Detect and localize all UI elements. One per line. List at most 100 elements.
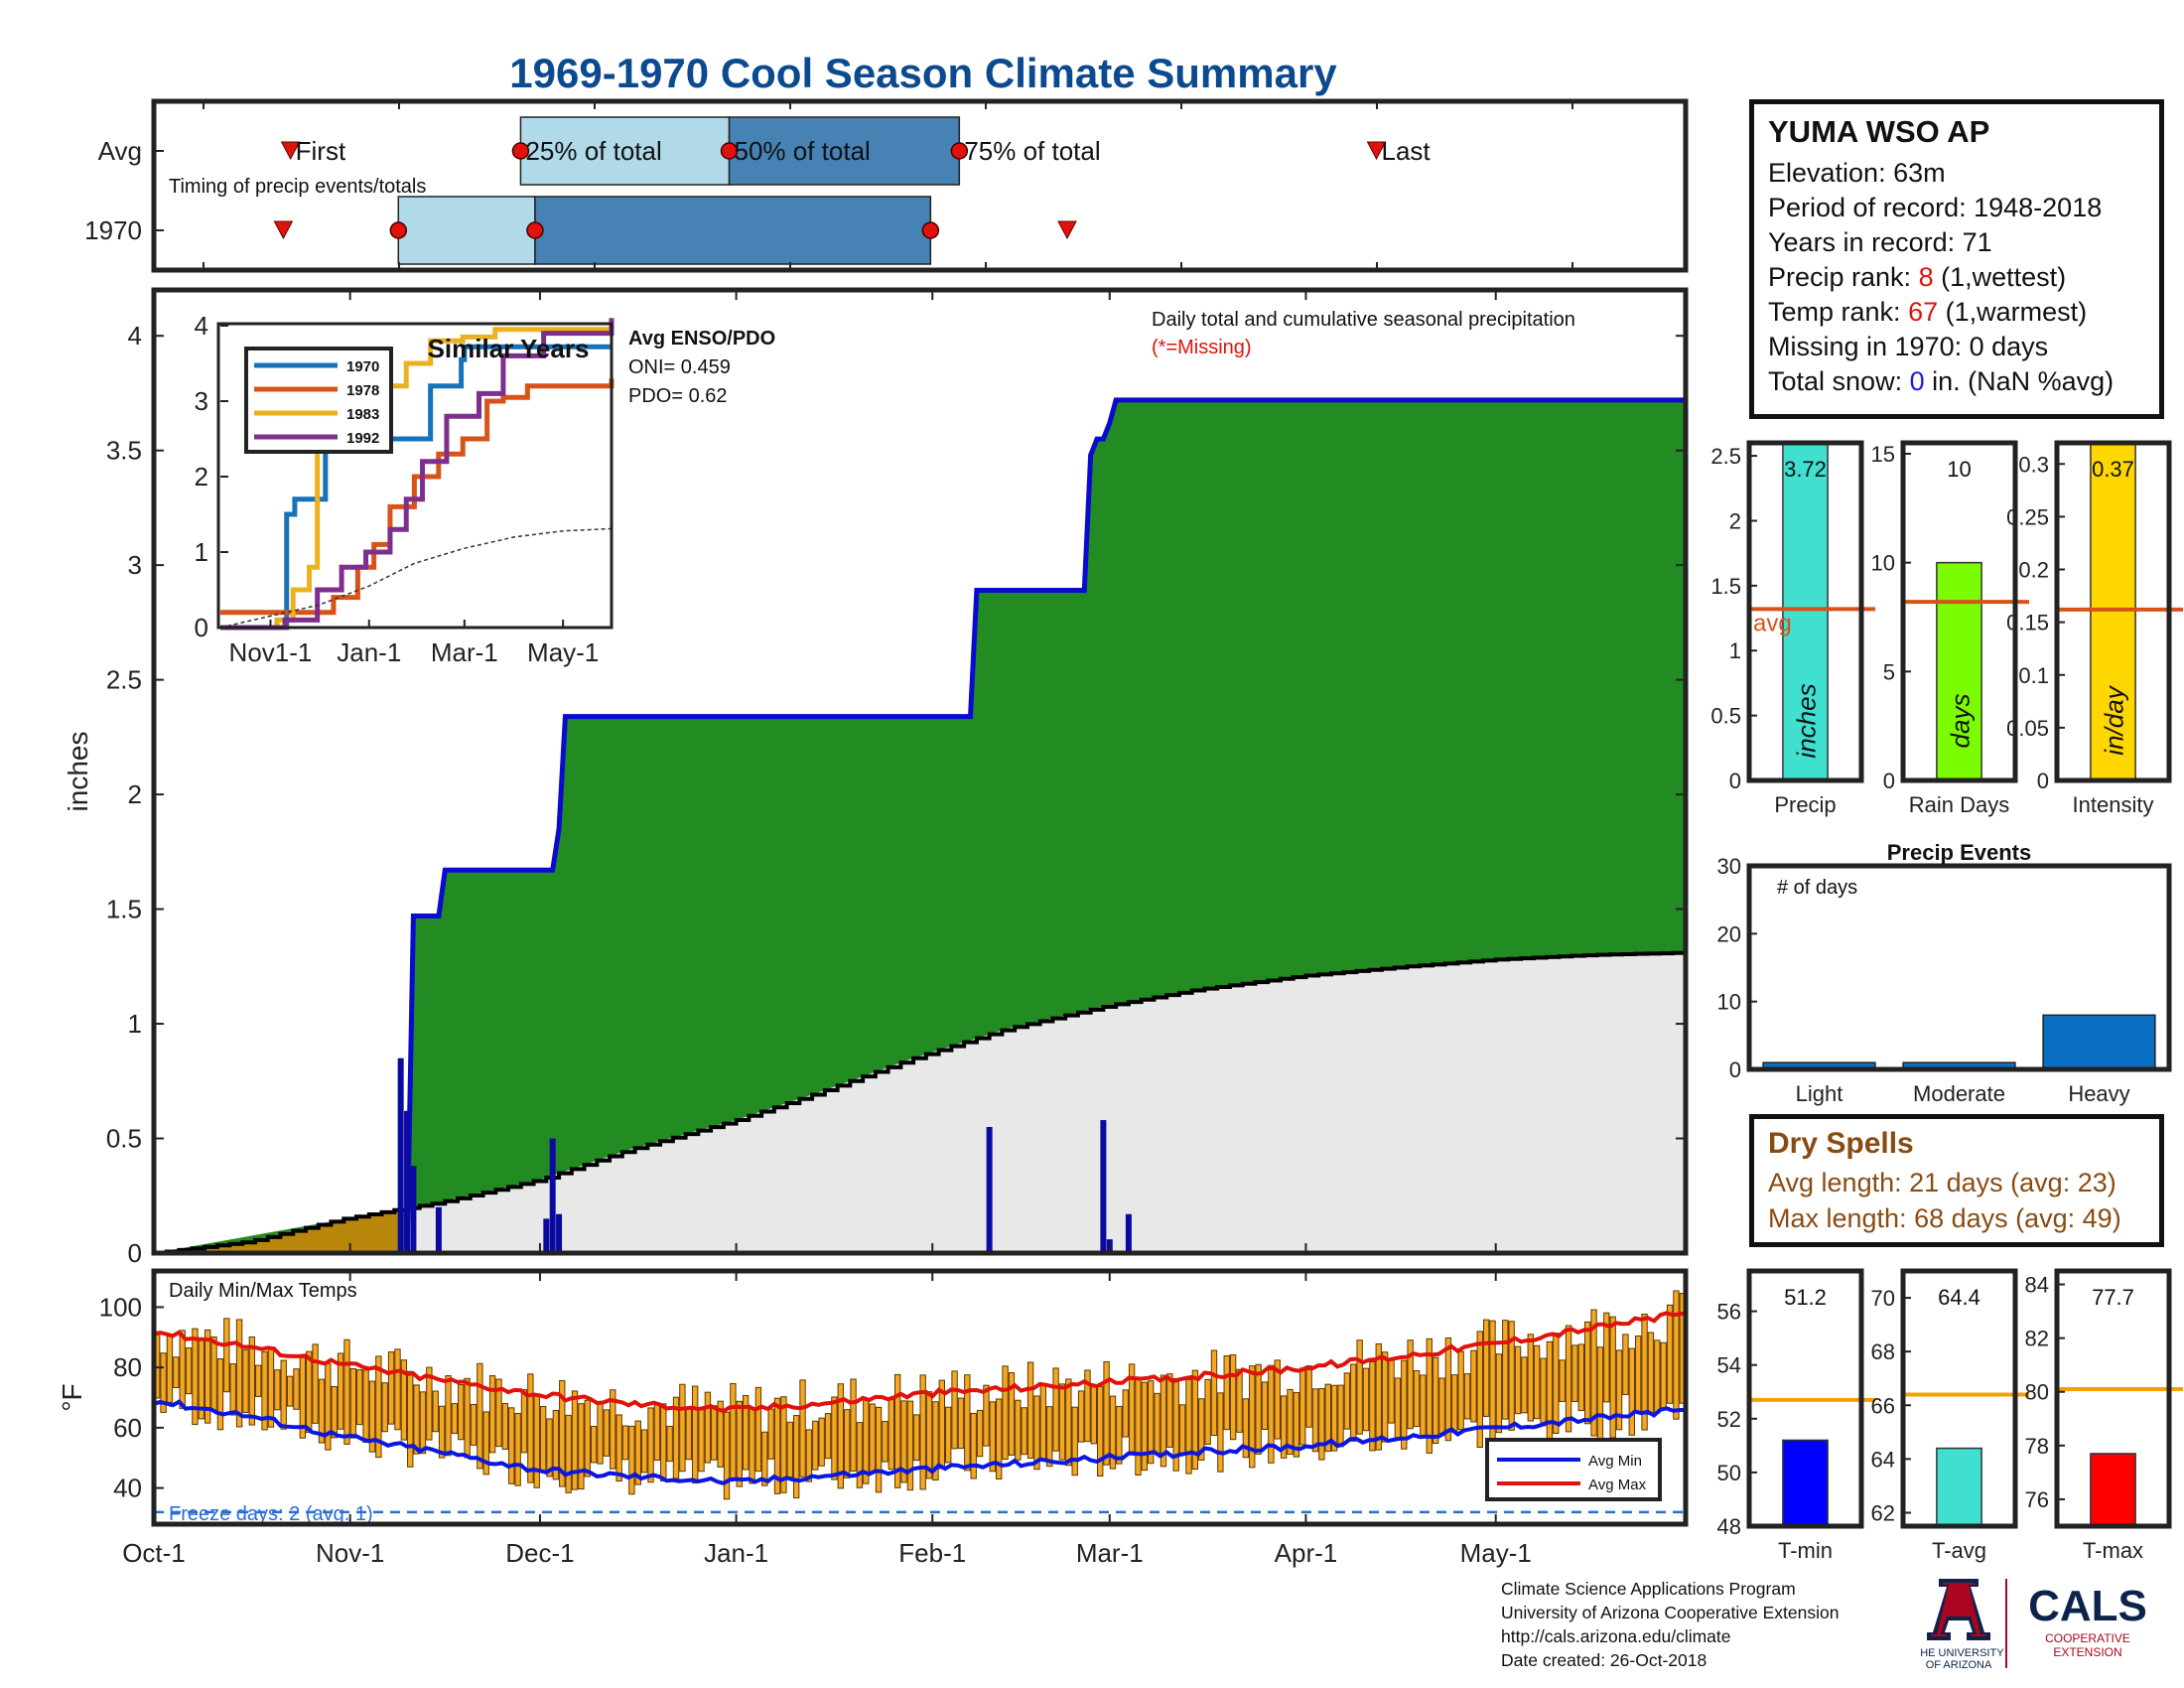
precip-bar-chart-unit-label: inches [1792, 683, 1822, 758]
daily-temp-bar [989, 1401, 997, 1473]
daily-temp-bar [387, 1351, 395, 1425]
tmin-bar-chart-tick-label: 56 [1717, 1300, 1741, 1325]
daily-precip-bar [556, 1213, 563, 1253]
daily-temp-bar [407, 1370, 414, 1468]
daily-temp-bar [1046, 1406, 1053, 1468]
daily-temp-bar [1540, 1357, 1547, 1427]
daily-temp-bar [1039, 1382, 1047, 1461]
daily-temp-bar [1660, 1341, 1667, 1410]
dry-spells-title: Dry Spells [1768, 1127, 1914, 1160]
daily-temp-bar [1268, 1364, 1275, 1464]
events-category-label: Light [1796, 1081, 1843, 1106]
daily-temp-bar [1654, 1339, 1661, 1414]
tmin-bar-chart-tick-label: 48 [1717, 1514, 1741, 1539]
daily-temp-bar [1553, 1333, 1560, 1434]
daily-temp-bar [210, 1336, 217, 1411]
timing-row-label: 1970 [84, 215, 142, 245]
inset-legend-label: 1978 [346, 382, 379, 399]
precip-bar-chart-tick-label: 1 [1729, 638, 1741, 663]
temp-rank-prefix: Temp rank: [1768, 297, 1909, 327]
daily-temp-bar [1015, 1399, 1022, 1461]
daily-temp-bar [286, 1375, 294, 1407]
main-plot-frame [151, 287, 1689, 1256]
daily-temp-bar [1008, 1372, 1016, 1456]
avg-min-temp-line [153, 1399, 1687, 1485]
daily-temp-bar [248, 1336, 256, 1426]
timing-marker-label: First [296, 136, 346, 166]
precip-bar-chart-tick-label: 0 [1729, 769, 1741, 793]
avg-timing-bar-low [519, 116, 731, 186]
events-title: Precip Events [1887, 840, 2032, 865]
credit-url[interactable]: http://cals.arizona.edu/climate [1501, 1626, 1731, 1646]
daily-temp-bar [1369, 1360, 1376, 1452]
main-y-tick-label: 2.5 [106, 665, 142, 695]
daily-temp-bar [831, 1396, 838, 1480]
daily-temp-bar [837, 1383, 844, 1489]
temp-y-tick-label: 40 [113, 1474, 142, 1503]
daily-temp-bar [736, 1400, 743, 1487]
daily-temp-bar [552, 1410, 560, 1480]
tmin-bar-chart-frame [1746, 1268, 1864, 1529]
temp-rank-line: Temp rank: 67 (1,warmest) [1768, 295, 2145, 330]
timing-note: Timing of precip events/totals [169, 176, 426, 198]
daily-temp-bar [1337, 1384, 1344, 1448]
snow-suffix: in. (NaN %avg) [1924, 366, 2115, 396]
daily-temp-bar [242, 1348, 249, 1414]
daily-precip-bar [404, 1110, 411, 1253]
daily-temp-bar [1229, 1354, 1237, 1441]
daily-temp-bar [1647, 1332, 1655, 1415]
daily-temp-bar [887, 1398, 894, 1471]
dry-spells-box: Dry Spells Avg length: 21 days (avg: 23)… [1749, 1114, 2164, 1247]
precip-rank-line: Precip rank: 8 (1,wettest) [1768, 260, 2145, 295]
daily-temp-bar [306, 1350, 313, 1434]
daily-temp-bar [1122, 1389, 1129, 1438]
rain-days-bar-chart-tick-label: 0 [1883, 769, 1895, 793]
daily-temp-bar [1432, 1356, 1439, 1445]
daily-temp-bar [1021, 1407, 1027, 1456]
credits-block: Climate Science Applications Program Uni… [1501, 1577, 1918, 1672]
daily-temp-bar [179, 1330, 186, 1409]
daily-temp-bar [1343, 1372, 1351, 1430]
daily-temp-bar [578, 1403, 585, 1490]
daily-temp-bar [1255, 1363, 1262, 1455]
daily-temp-bar [1198, 1398, 1205, 1461]
year-p75-marker [921, 221, 940, 239]
daily-temp-bar [893, 1373, 901, 1488]
date-x-tick-label: Oct-1 [122, 1538, 186, 1568]
daily-temp-bar [850, 1378, 857, 1472]
daily-temp-bar [1141, 1381, 1149, 1472]
intensity-bar-chart: 0 0.05 0.1 0.15 0.2 0.25 0.3 0.37 Intensity in/da… [2006, 440, 2183, 817]
daily-temp-bar [1476, 1331, 1483, 1449]
daily-temp-bar [1622, 1334, 1629, 1396]
daily-temp-bar [185, 1347, 193, 1395]
tmax-bar-chart-value-bar [2090, 1453, 2136, 1527]
daily-temp-bar [786, 1421, 793, 1478]
daily-temp-bar [1401, 1359, 1408, 1450]
daily-temp-bar [458, 1384, 465, 1441]
daily-temp-bar [1489, 1320, 1496, 1441]
daily-temp-bar [1116, 1405, 1123, 1465]
daily-temp-bar [1356, 1339, 1363, 1435]
daily-temp-bar [520, 1389, 528, 1454]
ua-a-icon [1927, 1579, 1990, 1640]
daily-temp-bar [843, 1409, 851, 1478]
daily-temp-bar [1135, 1377, 1142, 1476]
daily-temp-bar [906, 1400, 914, 1491]
daily-temp-bar [173, 1356, 180, 1388]
daily-temp-bar [1590, 1309, 1597, 1437]
tmin-bar-chart-value-bar [1782, 1439, 1829, 1527]
tmax-bar-chart-value-label: 77.7 [2092, 1285, 2134, 1310]
daily-temp-bar [477, 1362, 483, 1470]
daily-temp-bar [559, 1380, 566, 1487]
daily-temp-bar [1615, 1349, 1623, 1431]
daily-temp-bar [533, 1393, 540, 1488]
timing-row-label: Avg [98, 136, 142, 166]
daily-temp-bar [603, 1409, 611, 1457]
figure-title: 1969-1970 Cool Season Climate Summary [509, 50, 1337, 96]
daily-temp-bar [514, 1413, 521, 1486]
daily-temp-bar [970, 1412, 977, 1479]
daily-temp-bar [983, 1384, 990, 1447]
daily-temp-bar [698, 1407, 705, 1473]
temperature-panel: Freeze days: 2 (avg. 1) Daily Min/Max Tem… [57, 290, 1689, 1568]
